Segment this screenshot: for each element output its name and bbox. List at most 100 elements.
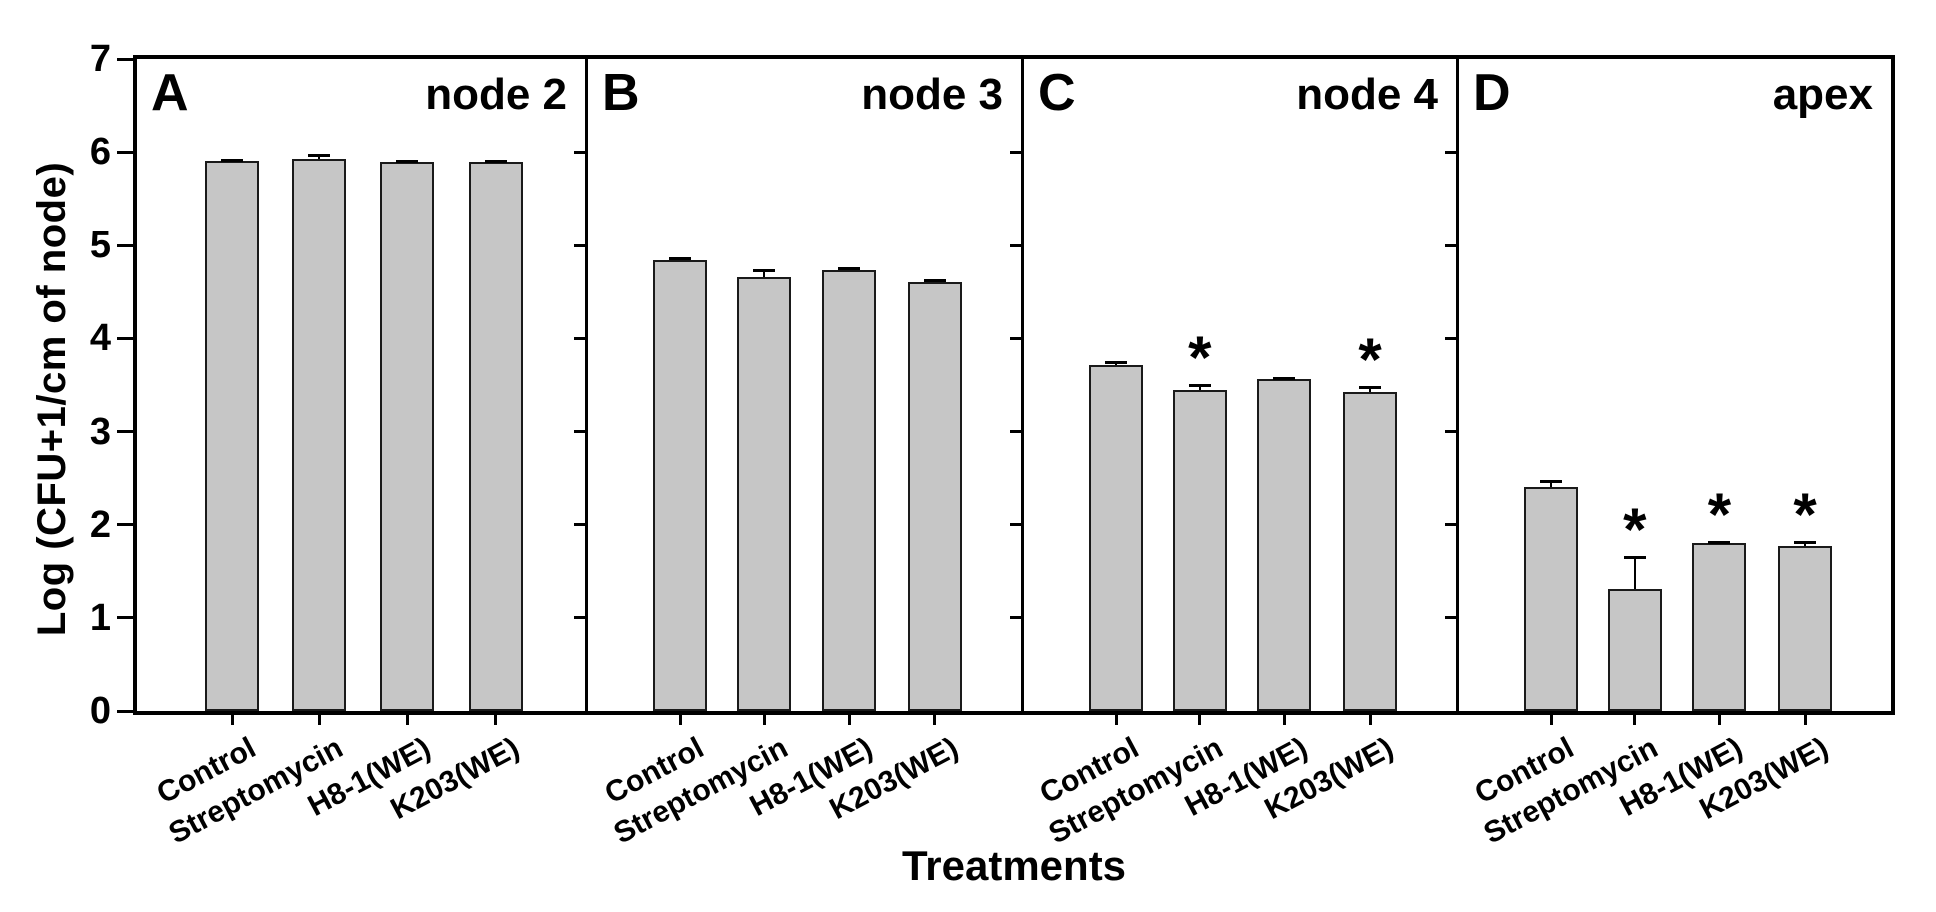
panel-title: node 4 [1296,70,1438,119]
divider-tick [1010,150,1024,154]
error-bar [396,160,419,164]
x-axis-tick [1368,713,1372,725]
divider-tick [574,243,588,247]
divider-tick [1445,523,1459,527]
bar-Control [653,260,708,711]
error-bar [1273,376,1296,380]
bar-Streptomycin [1607,588,1662,711]
bar-Control [205,161,260,711]
error-bar-line [494,160,497,163]
error-bar [1188,384,1211,390]
significance-asterisk: * [1793,481,1817,549]
y-tick-label: 5 [89,224,111,267]
bar-H8-1(WE) [822,269,877,711]
divider-tick [1010,430,1024,434]
error-bar-line [1283,376,1286,380]
divider-tick [1010,243,1024,247]
panel-letter: A [151,64,189,122]
error-bar-line [231,158,234,162]
panel-letter: D [1473,64,1511,122]
error-bar-line [318,154,321,159]
bar-K203(WE) [1778,546,1833,711]
x-axis-tick [317,713,321,725]
significance-asterisk: * [1623,496,1647,564]
bar-K203(WE) [907,281,962,711]
error-bar-line [679,257,682,261]
panel-letter: B [602,64,640,122]
x-axis-tick [762,713,766,725]
error-bar-line [1718,540,1721,544]
bar-K203(WE) [1343,391,1398,711]
panel-title: apex [1772,70,1873,119]
y-tick-label: 0 [89,690,111,732]
divider-tick [574,336,588,340]
divider-tick [1445,616,1459,620]
x-axis-tick [1549,713,1553,725]
x-axis-tick [847,713,851,725]
bar-Streptomycin [292,158,347,711]
error-bar-line [933,278,936,282]
x-axis-tick [1114,713,1118,725]
error-bar-line [406,160,409,163]
divider-tick [1010,336,1024,340]
error-bar [1623,556,1646,589]
significance-asterisk: * [1188,324,1212,392]
error-bar-line [848,266,851,270]
error-bar [1540,480,1563,487]
y-axis-tick [117,523,133,527]
y-axis-tick [117,430,133,434]
x-axis-tick [230,713,234,725]
error-bar [1105,360,1128,366]
error-bar [308,154,331,159]
bar-K203(WE) [468,162,523,711]
x-axis-tick [494,713,498,725]
error-bar-line [1804,541,1807,547]
significance-asterisk: * [1358,325,1382,393]
divider-tick [574,430,588,434]
divider-tick [1010,523,1024,527]
y-axis-tick [117,243,133,247]
divider-tick [574,616,588,620]
error-bar-line [763,268,766,277]
x-axis-tick [933,713,937,725]
divider-tick [1445,243,1459,247]
x-axis-tick [1633,713,1637,725]
bar-H8-1(WE) [1692,543,1747,711]
error-bar [1708,540,1731,544]
error-bar-line [1550,480,1553,487]
panel-title: node 2 [425,70,567,119]
error-bar-line [1115,360,1118,366]
panel-letter: C [1038,64,1076,122]
y-tick-label: 7 [89,38,111,80]
y-axis-tick [117,616,133,620]
divider-tick [1010,616,1024,620]
divider-tick [1445,430,1459,434]
x-axis-tick [1198,713,1202,725]
x-axis-tick [405,713,409,725]
x-axis-tick [1803,713,1807,725]
y-axis-tick [117,150,133,154]
error-bar-line [1633,556,1636,589]
error-bar [669,257,692,261]
error-bar [484,160,507,164]
significance-asterisk: * [1707,480,1732,548]
divider-tick [1445,336,1459,340]
y-tick-label: 1 [89,596,111,639]
x-axis-tick [1717,713,1721,725]
y-axis-tick [117,709,133,713]
error-bar-line [1369,385,1372,392]
x-axis-title: Treatments [901,842,1127,889]
error-bar [753,268,776,277]
bar-Control [1524,486,1579,711]
error-bar [221,158,244,162]
bar-H8-1(WE) [1257,379,1312,711]
x-axis-tick [1282,713,1286,725]
y-axis-tick [117,57,133,61]
divider-tick [574,150,588,154]
bar-H8-1(WE) [380,162,435,711]
